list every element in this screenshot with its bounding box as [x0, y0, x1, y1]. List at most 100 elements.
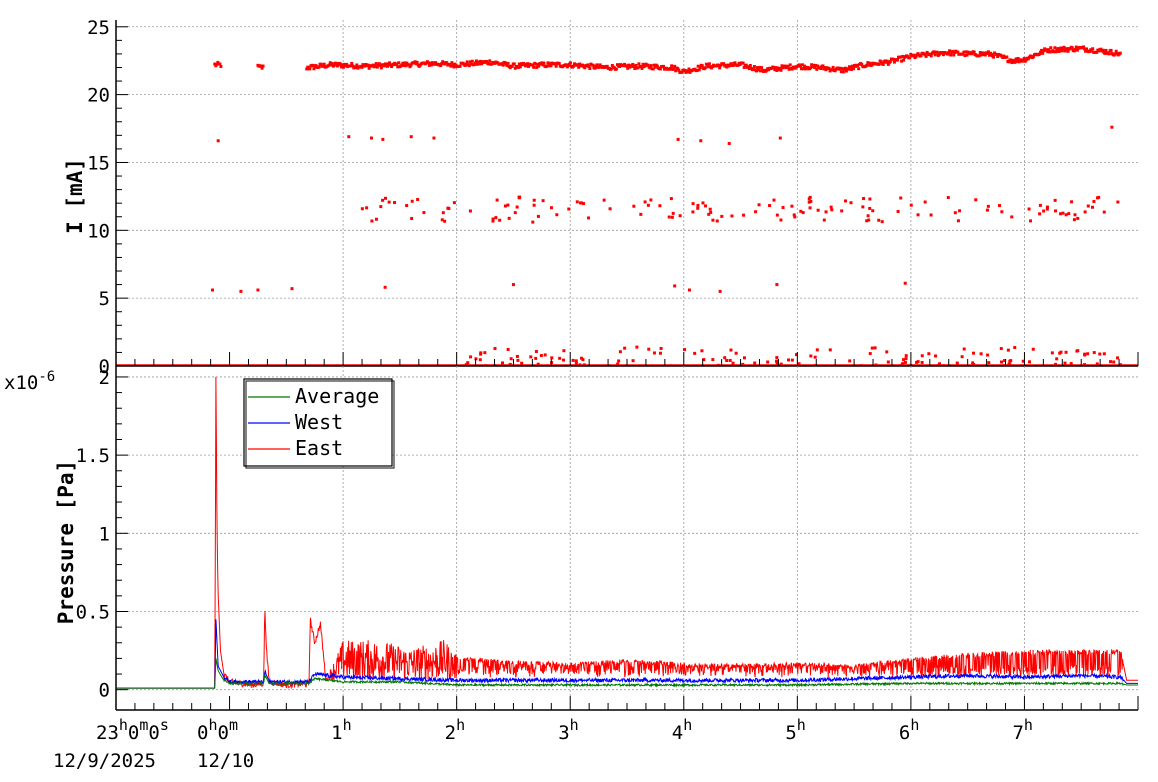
current-point — [916, 360, 920, 364]
current-point — [452, 201, 456, 205]
current-point — [1081, 45, 1085, 49]
current-point — [669, 66, 673, 70]
current-point — [381, 198, 385, 202]
current-point — [868, 206, 872, 210]
current-point — [260, 66, 264, 70]
current-point — [899, 55, 903, 59]
current-point — [465, 60, 469, 64]
current-point — [542, 61, 546, 65]
current-point — [319, 62, 323, 66]
current-point — [474, 357, 478, 361]
current-point — [213, 62, 217, 66]
current-point — [1014, 57, 1018, 61]
current-point — [1059, 46, 1063, 50]
current-point — [632, 64, 636, 68]
current-point — [393, 201, 397, 205]
current-point — [977, 54, 981, 58]
current-point — [661, 64, 665, 68]
current-point — [768, 204, 772, 208]
current-point — [809, 354, 813, 358]
current-point — [355, 63, 359, 67]
current-point — [1021, 58, 1025, 62]
current-point — [1047, 48, 1051, 52]
current-point — [1074, 45, 1078, 49]
current-point — [545, 64, 549, 68]
current-point — [896, 209, 900, 213]
current-point — [445, 61, 449, 65]
y-tick-label: 10 — [87, 220, 110, 242]
current-point — [378, 63, 382, 67]
current-point — [1064, 213, 1068, 217]
current-point — [697, 68, 701, 72]
current-point — [691, 202, 695, 206]
current-point — [823, 66, 827, 70]
current-point — [1046, 50, 1050, 54]
current-point — [636, 66, 640, 70]
current-point — [995, 52, 999, 56]
current-point — [640, 66, 644, 70]
current-point — [1110, 125, 1114, 129]
current-point — [841, 70, 845, 74]
current-point — [868, 352, 872, 356]
current-point — [503, 61, 507, 65]
current-point — [1061, 211, 1065, 215]
current-point — [1041, 51, 1045, 55]
current-point — [332, 63, 336, 67]
current-axis-title: I [mA] — [63, 158, 87, 234]
current-point — [815, 67, 819, 71]
current-point — [408, 65, 412, 69]
current-point — [488, 59, 492, 63]
current-point — [885, 59, 889, 63]
x-tick-label: 1h — [331, 716, 351, 744]
current-point — [955, 361, 959, 365]
current-point — [838, 66, 842, 70]
current-point — [554, 64, 558, 68]
current-point — [520, 361, 524, 365]
current-point — [972, 351, 976, 355]
current-point — [983, 53, 987, 57]
current-point — [574, 361, 578, 365]
current-point — [449, 64, 453, 68]
current-point — [999, 347, 1003, 351]
current-point — [1092, 199, 1096, 203]
x-start-time-label: 23h0m0s — [96, 716, 169, 744]
current-point — [591, 63, 595, 67]
current-point — [516, 358, 520, 362]
current-point — [827, 66, 831, 70]
current-point — [866, 214, 870, 218]
current-point — [1006, 348, 1010, 352]
current-point — [1103, 51, 1107, 55]
current-point — [672, 66, 676, 70]
current-point — [314, 64, 318, 68]
current-point — [468, 209, 472, 213]
current-point — [491, 217, 495, 221]
current-point — [342, 65, 346, 69]
current-point — [738, 63, 742, 67]
current-point — [729, 348, 733, 352]
current-point — [643, 200, 647, 204]
current-point — [404, 64, 408, 68]
current-point — [428, 61, 432, 65]
current-point — [852, 67, 856, 71]
current-point — [676, 137, 680, 141]
current-point — [1109, 48, 1113, 52]
current-point — [1067, 212, 1071, 216]
current-point — [947, 51, 951, 55]
current-point — [929, 213, 933, 217]
current-point — [946, 195, 950, 199]
current-point — [695, 69, 699, 73]
current-point — [1095, 362, 1099, 366]
current-point — [960, 355, 964, 359]
current-point — [951, 49, 955, 53]
current-point — [717, 63, 721, 67]
current-point — [902, 358, 906, 362]
current-point — [707, 212, 711, 216]
current-point — [535, 65, 539, 69]
current-point — [862, 196, 866, 200]
current-point — [328, 61, 332, 65]
current-point — [1112, 360, 1116, 364]
current-point — [531, 220, 535, 224]
current-point — [786, 65, 790, 69]
current-point — [608, 207, 612, 211]
current-point — [509, 357, 513, 361]
